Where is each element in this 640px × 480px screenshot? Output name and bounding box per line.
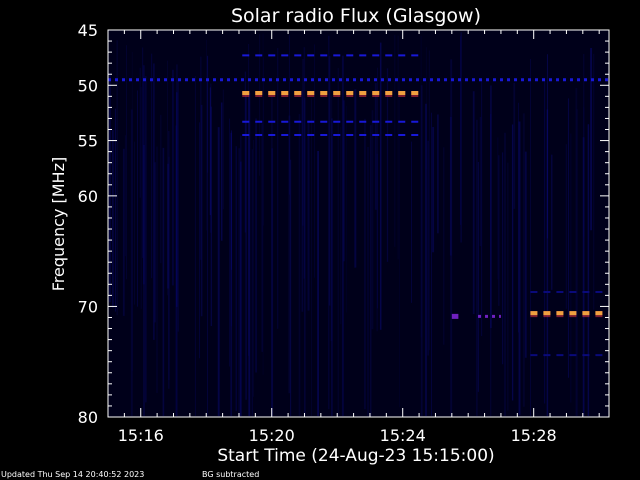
y-tick-label: 55	[78, 132, 98, 151]
plot-area	[108, 30, 609, 417]
chart-title: Solar radio Flux (Glasgow)	[231, 5, 481, 27]
x-tick-label: 15:16	[118, 426, 164, 445]
y-tick-label: 60	[78, 187, 98, 206]
y-tick-label: 70	[78, 297, 98, 316]
footer-bg-subtracted-note: BG subtracted	[202, 470, 260, 479]
y-axis-label: Frequency [MHz]	[49, 157, 68, 291]
x-tick-label: 15:24	[380, 426, 426, 445]
x-tick-label: 15:20	[249, 426, 295, 445]
axes: 45 50 55 60 70 80 15:16 15:20 15:24 15:28	[78, 21, 610, 445]
y-tick-label: 80	[78, 408, 98, 427]
plot-background	[108, 30, 609, 417]
x-tick-label: 15:28	[511, 426, 557, 445]
emission-features	[108, 54, 609, 357]
footer-updated-timestamp: Updated Thu Sep 14 20:40:52 2023	[1, 470, 145, 479]
y-tick-label: 45	[78, 21, 98, 40]
y-tick-label: 50	[78, 76, 98, 95]
x-axis-label: Start Time (24-Aug-23 15:15:00)	[217, 446, 494, 466]
plot-frame	[107, 29, 610, 418]
